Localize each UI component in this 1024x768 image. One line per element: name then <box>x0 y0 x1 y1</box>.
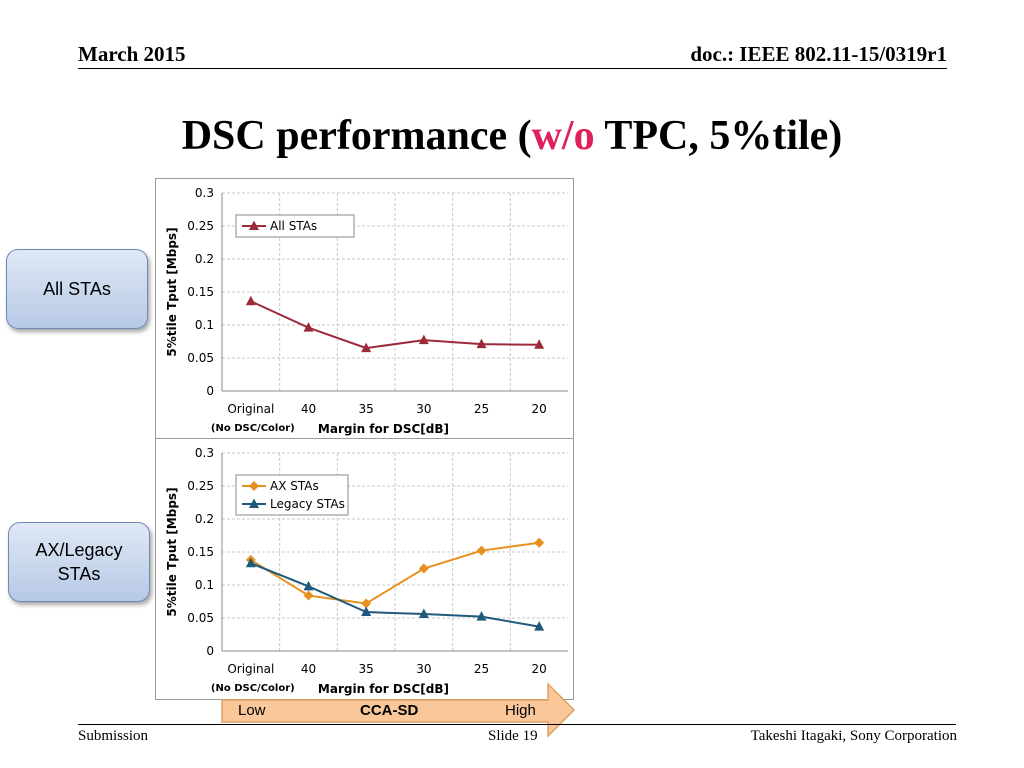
series-all-stas <box>245 295 545 353</box>
y-tick-label: 0 <box>206 644 214 658</box>
header-doc-id: doc.: IEEE 802.11-15/0319r1 <box>690 42 947 66</box>
x-tick-label: 35 <box>359 662 374 676</box>
y-tick-label: 0.05 <box>187 351 214 365</box>
x-tick-label: 40 <box>301 662 316 676</box>
y-tick-label: 0.3 <box>195 446 214 460</box>
data-point <box>534 339 545 349</box>
x-tick-label: 20 <box>532 402 547 416</box>
chart-all-stas: 0 0.05 0.1 0.15 0.2 0.25 0.3 Original 40 35 30 25 20… <box>155 178 574 440</box>
title-accent: w/o <box>531 113 595 159</box>
data-point <box>476 545 487 556</box>
data-point <box>418 563 429 574</box>
cca-sd-arrow-shape <box>221 682 576 738</box>
data-point <box>245 557 256 568</box>
x-tick-label: Original <box>227 402 274 416</box>
data-point <box>534 621 545 631</box>
chart-ax-legacy-svg: 0 0.05 0.1 0.15 0.2 0.25 0.3 Original 40 35 30 25 20… <box>165 446 568 696</box>
x-tick-label: 40 <box>301 402 316 416</box>
header-divider <box>78 68 947 69</box>
legend-label: AX STAs <box>270 479 319 493</box>
data-point <box>476 338 487 349</box>
data-point <box>361 342 372 353</box>
chart-legend: All STAs <box>235 214 355 238</box>
data-point <box>361 598 372 609</box>
x-tick-label: 20 <box>532 662 547 676</box>
y-tick-label: 0.25 <box>187 219 214 233</box>
ax-legacy-label-box: AX/Legacy STAs <box>8 522 150 602</box>
data-point <box>303 590 314 601</box>
cca-sd-arrow: Low CCA-SD High <box>220 682 576 738</box>
x-tick-label: 25 <box>474 662 489 676</box>
title-suffix: TPC, 5%tile) <box>594 113 843 159</box>
footer-author: Takeshi Itagaki, Sony Corporation <box>750 728 957 744</box>
data-point <box>361 606 372 617</box>
legend-swatch-marker <box>249 498 259 508</box>
data-point <box>245 295 256 306</box>
legend-box <box>235 214 355 238</box>
y-tick-label: 0.25 <box>187 479 214 493</box>
y-tick-label: 0 <box>206 384 214 398</box>
x-tick-label: 25 <box>474 402 489 416</box>
x-category-note: (No DSC/Color) <box>211 423 295 434</box>
y-axis-label: 5%tile Tput [Mbps] <box>165 227 179 356</box>
x-tick-label: 35 <box>359 402 374 416</box>
x-tick-label: 30 <box>416 662 431 676</box>
series-legacy-stas <box>245 557 545 631</box>
all-stas-label-box: All STAs <box>6 249 148 329</box>
slide-title: DSC performance (w/o TPC, 5%tile) <box>0 112 1024 160</box>
title-prefix: DSC performance ( <box>181 113 532 159</box>
footer-slide-number: Slide 19 <box>488 728 538 744</box>
y-axis-label: 5%tile Tput [Mbps] <box>165 487 179 616</box>
chart-ax-legacy: 0 0.05 0.1 0.15 0.2 0.25 0.3 Original 40 35 30 25 20… <box>155 438 574 700</box>
chart-legend: AX STAs Legacy STAs <box>235 474 349 516</box>
legend-label: All STAs <box>270 219 317 233</box>
data-point <box>303 322 314 332</box>
y-tick-label: 0.1 <box>195 318 214 332</box>
all-stas-label: All STAs <box>43 279 111 299</box>
data-point <box>476 611 487 621</box>
cca-sd-low-label: Low <box>238 702 266 719</box>
cca-sd-high-label: High <box>505 702 536 719</box>
legend-swatch-marker <box>249 220 259 230</box>
footer-divider <box>78 724 956 725</box>
data-point <box>534 537 545 548</box>
data-point <box>303 580 314 591</box>
ax-legacy-label: AX/Legacy STAs <box>35 540 123 584</box>
series-line <box>250 562 540 628</box>
footer-submission: Submission <box>78 728 149 744</box>
data-point <box>418 608 429 619</box>
legend-swatch-marker <box>249 481 259 491</box>
legend-box <box>235 474 349 516</box>
series-line <box>250 541 540 605</box>
series-line <box>250 300 540 350</box>
x-axis-label: Margin for DSC[dB] <box>318 682 449 696</box>
y-tick-label: 0.15 <box>187 545 214 559</box>
series-ax-stas <box>245 537 545 609</box>
cca-sd-label: CCA-SD <box>360 702 419 719</box>
y-tick-label: 0.15 <box>187 285 214 299</box>
x-tick-label: 30 <box>416 402 431 416</box>
y-tick-label: 0.3 <box>195 186 214 200</box>
y-tick-label: 0.1 <box>195 578 214 592</box>
y-tick-label: 0.2 <box>195 252 214 266</box>
header-date: March 2015 <box>78 42 186 66</box>
x-category-note: (No DSC/Color) <box>211 683 295 694</box>
chart-all-stas-svg: 0 0.05 0.1 0.15 0.2 0.25 0.3 Original 40 35 30 25 20… <box>165 186 568 436</box>
data-point <box>418 334 429 345</box>
x-axis-label: Margin for DSC[dB] <box>318 422 449 436</box>
y-tick-label: 0.05 <box>187 611 214 625</box>
x-tick-label: Original <box>227 662 274 676</box>
legend-label: Legacy STAs <box>270 497 345 511</box>
y-tick-label: 0.2 <box>195 512 214 526</box>
